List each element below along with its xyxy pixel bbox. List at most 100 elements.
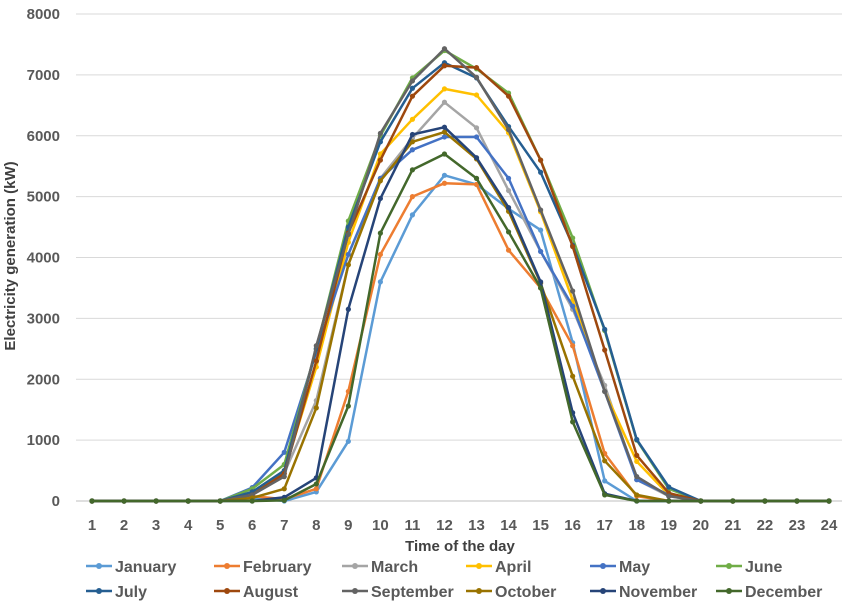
gridlines <box>76 13 842 502</box>
x-tick-label: 1 <box>88 517 96 534</box>
data-point <box>345 262 351 268</box>
data-point <box>313 343 319 349</box>
data-point <box>409 147 416 153</box>
data-point <box>377 279 383 285</box>
legend-label: May <box>619 559 650 576</box>
x-tick-label: 22 <box>757 517 774 534</box>
data-point <box>281 474 287 480</box>
data-point <box>345 231 351 237</box>
legend-marker <box>726 588 732 594</box>
legend-marker <box>224 588 230 594</box>
series-march <box>89 99 832 504</box>
x-axis-title: Time of the day <box>405 538 515 555</box>
data-point <box>505 187 512 194</box>
data-point <box>602 388 608 395</box>
data-point <box>762 498 768 504</box>
data-point <box>634 458 640 465</box>
data-point <box>313 486 319 492</box>
legend-marker <box>726 563 732 569</box>
data-point <box>441 46 448 52</box>
data-point <box>441 124 448 130</box>
y-tick-label: 6000 <box>27 128 60 145</box>
x-tick-label: 19 <box>660 517 677 534</box>
data-point <box>313 481 319 487</box>
x-tick-label: 16 <box>564 517 581 534</box>
legend-item: October <box>466 584 556 601</box>
x-tick-label: 24 <box>821 517 838 534</box>
x-tick-label: 3 <box>152 517 160 534</box>
data-point <box>634 498 640 504</box>
legend-label: August <box>243 584 299 601</box>
y-tick-label: 4000 <box>27 250 60 267</box>
x-tick-label: 8 <box>312 517 320 534</box>
legend-item: January <box>86 559 176 576</box>
data-point <box>505 127 512 133</box>
series-january <box>89 172 832 504</box>
data-point <box>794 498 800 504</box>
legend-marker <box>96 588 102 594</box>
x-tick-label: 21 <box>725 517 742 534</box>
data-point <box>409 93 416 99</box>
legend-label: January <box>115 559 176 576</box>
legend-item: March <box>342 559 418 576</box>
legend-item: November <box>590 584 697 601</box>
legend-label: February <box>243 559 312 576</box>
series-february <box>89 180 832 504</box>
data-point <box>377 130 383 136</box>
data-point <box>505 204 512 211</box>
legend-label: September <box>371 584 454 601</box>
data-point <box>473 155 480 161</box>
data-point <box>570 243 576 250</box>
legend-label: April <box>495 559 531 576</box>
data-point <box>570 343 576 349</box>
legend-label: March <box>371 559 418 576</box>
data-point <box>345 306 351 312</box>
data-point <box>538 285 544 291</box>
legend-marker <box>224 563 230 569</box>
data-point <box>602 326 608 332</box>
legend-label: November <box>619 584 697 601</box>
data-point <box>602 458 608 464</box>
data-point <box>409 139 416 145</box>
data-point <box>441 86 448 92</box>
data-point <box>441 63 448 69</box>
legend-marker <box>476 563 482 569</box>
series-line <box>92 181 829 503</box>
series-lines <box>89 46 832 504</box>
data-point <box>826 498 832 504</box>
data-point <box>185 498 191 504</box>
data-point <box>89 498 95 504</box>
data-point <box>153 498 159 504</box>
data-point <box>249 498 255 504</box>
data-point <box>473 181 480 188</box>
data-point <box>505 93 512 99</box>
legend-label: December <box>745 584 822 601</box>
data-point <box>409 167 416 173</box>
x-tick-label: 18 <box>628 517 645 534</box>
x-tick-label: 10 <box>372 517 389 534</box>
data-point <box>377 251 383 258</box>
legend-label: October <box>495 584 556 601</box>
data-point <box>698 498 704 504</box>
y-tick-label: 8000 <box>27 6 60 23</box>
y-tick-label: 2000 <box>27 371 60 388</box>
data-point <box>409 194 416 200</box>
data-point <box>377 195 383 202</box>
series-april <box>89 86 832 504</box>
x-tick-label: 20 <box>692 517 709 534</box>
data-point <box>538 169 544 175</box>
data-point <box>602 478 608 484</box>
y-tick-label: 0 <box>52 493 60 510</box>
y-tick-label: 7000 <box>27 67 60 84</box>
data-point <box>505 229 512 235</box>
legend-item: May <box>590 559 650 576</box>
data-point <box>666 493 672 499</box>
legend-marker <box>600 563 606 569</box>
data-point <box>409 85 416 91</box>
data-point <box>345 251 351 258</box>
data-point <box>730 498 736 504</box>
series-line <box>92 64 829 503</box>
x-tick-label: 15 <box>532 517 549 534</box>
data-point <box>666 498 672 504</box>
